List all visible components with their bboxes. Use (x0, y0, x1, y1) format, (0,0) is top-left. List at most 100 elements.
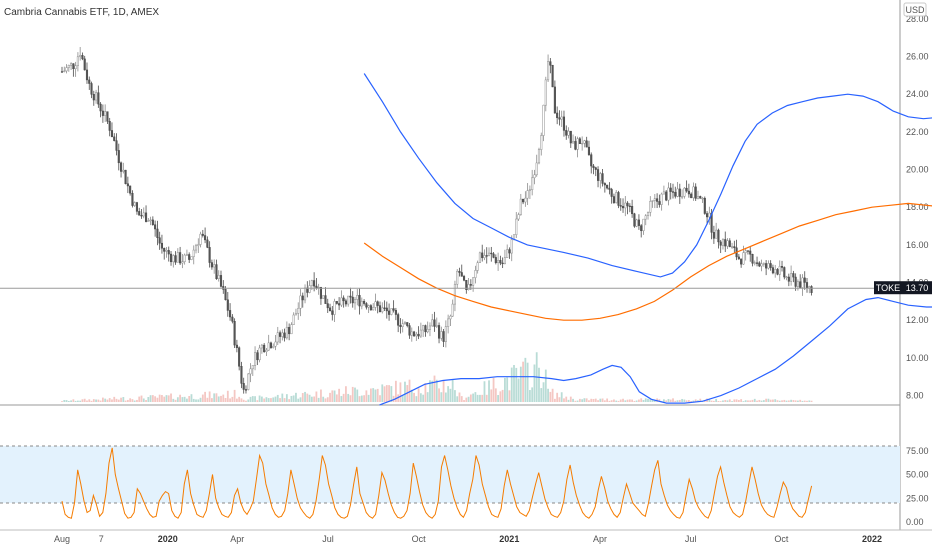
time-tick-label: Apr (593, 534, 607, 544)
volume-bar (338, 388, 341, 402)
candle-body (313, 280, 316, 287)
candle-body (776, 269, 779, 275)
candle-body (163, 247, 166, 252)
volume-bar (138, 396, 141, 402)
volume-bar (376, 388, 379, 402)
oscillator-tick-label: 0.00 (906, 517, 924, 527)
volume-bar (199, 397, 202, 402)
candle-body (667, 187, 670, 201)
candle-body (708, 212, 711, 218)
bands-series (363, 73, 932, 406)
volume-bar (142, 398, 145, 402)
volume-bar (165, 395, 168, 402)
candle-body (120, 162, 123, 172)
candle-body (169, 253, 173, 263)
volume-bar (97, 399, 100, 402)
volume-bar (326, 397, 329, 402)
volume-bar (63, 399, 66, 402)
candle-body (749, 250, 752, 255)
volume-bar (229, 398, 231, 402)
candle-body (179, 252, 182, 264)
volume-bar (283, 398, 286, 402)
volume-bar (433, 375, 436, 402)
candle-body (569, 130, 572, 144)
volume-bar (560, 392, 563, 402)
volume-bar (449, 388, 452, 402)
candle-body (606, 184, 609, 189)
candle-body (344, 300, 347, 305)
candle-body (176, 252, 179, 263)
candle-body (515, 218, 518, 236)
candle-body (660, 193, 663, 205)
currency-badge[interactable] (903, 2, 927, 17)
candle-body (799, 281, 802, 288)
volume-bar (778, 400, 781, 402)
candle-body (263, 344, 266, 353)
volume-bar (306, 393, 309, 402)
candle-body (572, 141, 575, 144)
volume-bar (753, 398, 756, 402)
volume-bar (642, 400, 645, 402)
volume-bar (467, 396, 470, 402)
candle-body (358, 295, 361, 307)
volume-bar (360, 395, 363, 402)
volume-bar (381, 384, 384, 402)
candle-body (740, 258, 743, 265)
candle-body (331, 310, 334, 315)
candle-body (467, 284, 470, 290)
volume-bar (692, 400, 695, 402)
volume-bar (519, 366, 522, 402)
candle-body (231, 316, 234, 322)
candle-body (192, 249, 195, 257)
candle-body (403, 322, 407, 325)
volume-bar (422, 394, 425, 402)
candle-body (219, 275, 223, 287)
volume-bar (710, 400, 713, 402)
candle-body (97, 92, 100, 105)
volume-bar (254, 396, 256, 402)
candle-body (149, 219, 152, 221)
volume-bar (776, 400, 779, 402)
volume-bar (490, 389, 493, 402)
price-tick-label: 28.00 (906, 14, 929, 24)
volume-bar (731, 401, 733, 402)
candle-body (85, 69, 89, 81)
candle-body (731, 246, 734, 248)
volume-bar (410, 389, 413, 402)
volume-bar (158, 394, 161, 402)
volume-bar (638, 399, 640, 402)
candle-body (81, 55, 84, 60)
volume-bar (192, 398, 195, 402)
candle-body (322, 295, 325, 299)
last-price-box (902, 281, 932, 295)
candle-body (721, 239, 725, 246)
volume-bar (678, 399, 681, 402)
volume-bar (481, 394, 484, 402)
volume-bar (186, 398, 188, 402)
volume-bar (111, 399, 113, 402)
candle-body (244, 389, 248, 391)
candle-body (126, 183, 129, 187)
volume-bar (585, 398, 588, 402)
candle-body (181, 261, 184, 264)
candle-body (333, 301, 336, 315)
candle-body (292, 314, 295, 325)
volume-bar (408, 379, 411, 402)
volume-bar (606, 398, 609, 402)
candle-body (535, 162, 538, 176)
volume-bar (315, 391, 318, 402)
candle-body (378, 305, 382, 313)
time-tick-label: Jul (322, 534, 334, 544)
volume-bar (594, 398, 597, 402)
candle-body (376, 301, 379, 306)
candle-body (158, 237, 161, 244)
candle-body (194, 245, 198, 251)
currency-label: USD (905, 5, 925, 15)
volume-bar (740, 399, 743, 402)
candle-body (637, 219, 640, 226)
candle-body (251, 365, 254, 370)
candle-body (72, 63, 75, 70)
volume-bar (174, 399, 177, 402)
volume-bar (544, 369, 547, 402)
candle-body (562, 116, 566, 131)
